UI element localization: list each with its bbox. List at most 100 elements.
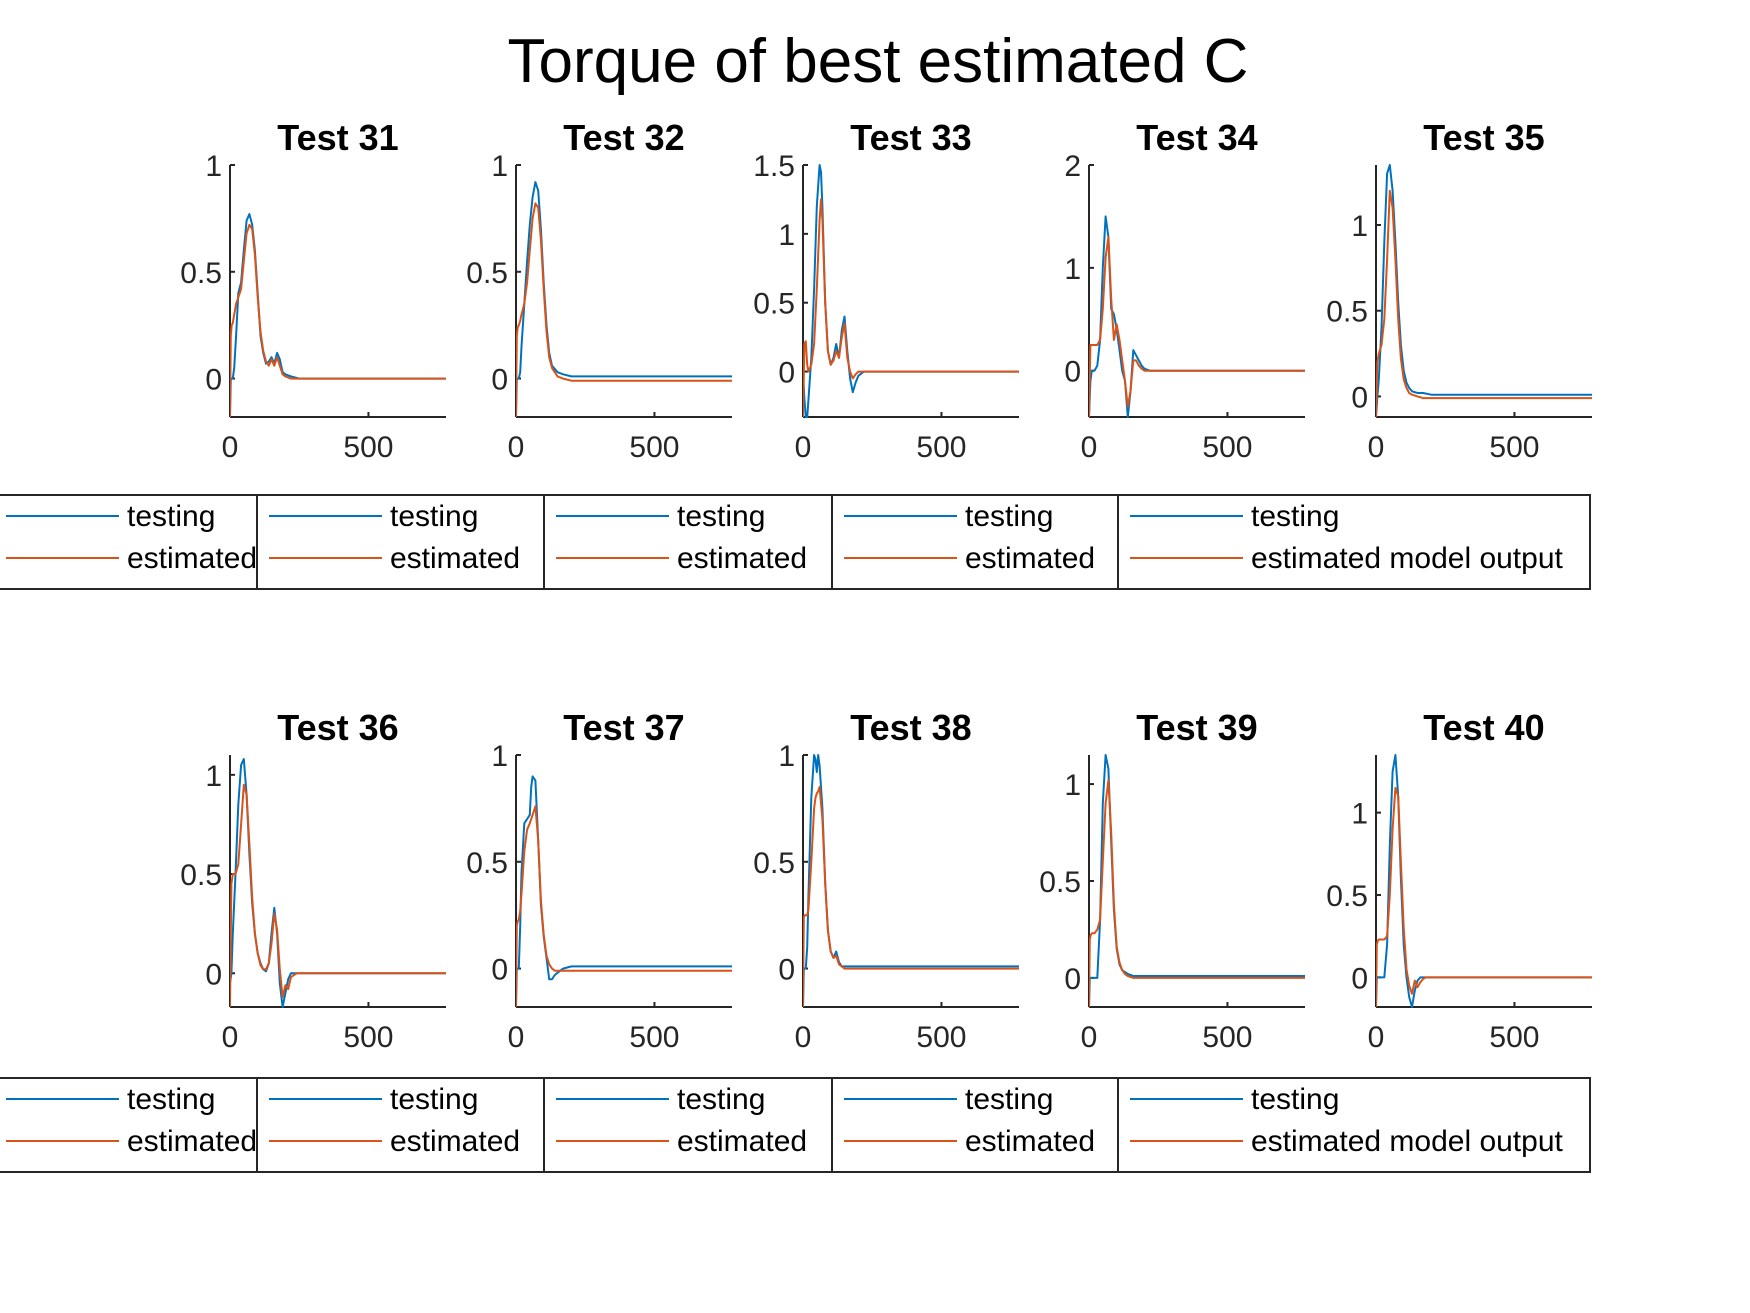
- x-tick-label: 500: [1202, 1021, 1252, 1054]
- y-tick-label: 0: [1351, 381, 1368, 414]
- legend-label-testing: testing: [390, 500, 478, 533]
- legend-label-testing: testing: [127, 500, 215, 533]
- x-tick-label: 500: [916, 431, 966, 464]
- x-tick-label: 0: [1081, 431, 1098, 464]
- legend-label-estimated: estimated: [677, 1125, 807, 1158]
- legend-label-testing: testing: [677, 1083, 765, 1116]
- y-tick-label: 0: [205, 364, 222, 397]
- x-tick-label: 0: [1368, 431, 1385, 464]
- y-tick-label: 1: [1351, 210, 1368, 243]
- x-tick-label: 0: [222, 1021, 239, 1054]
- x-tick-label: 0: [795, 431, 812, 464]
- series-line-estimated: [1376, 189, 1592, 418]
- series-line-testing: [1376, 164, 1592, 418]
- subplot-9: Test 39 0 0.5 1 0 500: [1039, 707, 1305, 1054]
- subplot-7: Test 37 0 0.5 1 0 500: [466, 707, 732, 1054]
- legend-label-estimated: estimated: [127, 1125, 257, 1158]
- y-tick-label: 0.5: [466, 257, 508, 290]
- x-tick-label: 500: [916, 1021, 966, 1054]
- legend-label-estimated: estimated: [677, 542, 807, 575]
- y-tick-label: 0: [1351, 962, 1368, 995]
- legend: testing estimated model output: [1117, 1077, 1591, 1173]
- x-tick-label: 0: [795, 1021, 812, 1054]
- legend: testing estimated: [543, 494, 833, 590]
- figure-title: Torque of best estimated C: [508, 27, 1249, 96]
- legend-label-testing: testing: [965, 500, 1053, 533]
- y-tick-label: 0: [1064, 356, 1081, 389]
- y-tick-label: 0.5: [180, 257, 222, 290]
- legend: testing estimated model output: [1117, 494, 1591, 590]
- y-tick-label: 1: [1351, 798, 1368, 831]
- y-tick-label: 0.5: [753, 847, 795, 880]
- legend: testing estimated: [543, 1077, 833, 1173]
- y-tick-label: 0.5: [1326, 880, 1368, 913]
- legend-label-estimated: estimated model output: [1251, 542, 1564, 575]
- legend: testing estimated: [0, 1077, 258, 1173]
- series-line-estimated: [230, 223, 446, 418]
- subplot-title: Test 32: [563, 117, 684, 158]
- y-tick-label: 0.5: [1326, 296, 1368, 329]
- legend-box: [831, 1077, 1119, 1173]
- legend-label-testing: testing: [390, 1083, 478, 1116]
- y-tick-label: 0: [491, 364, 508, 397]
- subplot-title: Test 37: [563, 707, 684, 748]
- legend-label-estimated: estimated: [965, 542, 1095, 575]
- subplot-title: Test 34: [1136, 117, 1257, 158]
- subplot-10: Test 40 0 0.5 1 0 500: [1326, 707, 1592, 1054]
- x-tick-label: 0: [222, 431, 239, 464]
- subplot-8: Test 38 0 0.5 1 0 500: [753, 707, 1019, 1054]
- series-line-estimated: [1376, 786, 1592, 1008]
- series-line-estimated: [1089, 779, 1305, 1008]
- legend-label-testing: testing: [1251, 500, 1339, 533]
- y-tick-label: 1: [205, 150, 222, 183]
- subplot-grid: Test 31 0 0.5 1 0 500 testing estimated Test 32 0…: [0, 117, 1592, 1173]
- y-tick-label: 0.5: [180, 859, 222, 892]
- series-line-estimated: [803, 786, 1019, 1008]
- legend-label-estimated: estimated: [127, 542, 257, 575]
- legend-label-testing: testing: [965, 1083, 1053, 1116]
- subplot-title: Test 31: [277, 117, 398, 158]
- y-tick-label: 1: [205, 760, 222, 793]
- y-tick-label: 0: [778, 357, 795, 390]
- legend-box: [0, 494, 258, 590]
- series-line-estimated: [803, 198, 1019, 418]
- subplot-5: Test 35 0 0.5 1 0 500: [1326, 117, 1592, 464]
- y-tick-label: 1: [491, 150, 508, 183]
- subplot-title: Test 36: [277, 707, 398, 748]
- y-tick-label: 0.5: [466, 847, 508, 880]
- subplot-2: Test 32 0 0.5 1 0 500: [466, 117, 732, 464]
- x-tick-label: 500: [1489, 431, 1539, 464]
- legend-box: [256, 1077, 545, 1173]
- y-tick-label: 1: [1064, 769, 1081, 802]
- series-line-estimated: [1089, 236, 1305, 418]
- y-tick-label: 1: [778, 219, 795, 252]
- legend-box: [543, 1077, 833, 1173]
- legend-label-estimated: estimated: [390, 1125, 520, 1158]
- y-tick-label: 0: [205, 958, 222, 991]
- y-tick-label: 2: [1064, 150, 1081, 183]
- subplot-title: Test 33: [850, 117, 971, 158]
- legend-box: [0, 1077, 258, 1173]
- y-tick-label: 1: [778, 740, 795, 773]
- legend: testing estimated: [831, 1077, 1119, 1173]
- legend: testing estimated: [831, 494, 1119, 590]
- series-line-estimated: [516, 805, 732, 1008]
- y-tick-label: 0: [1064, 963, 1081, 996]
- legend-label-estimated: estimated: [965, 1125, 1095, 1158]
- legend: testing estimated: [256, 1077, 545, 1173]
- series-line-estimated: [230, 783, 446, 1008]
- legend-box: [256, 494, 545, 590]
- subplot-3: Test 33 0 0.5 1 1.5 0 500: [753, 117, 1019, 464]
- subplot-title: Test 38: [850, 707, 971, 748]
- y-tick-label: 1: [1064, 253, 1081, 286]
- subplot-title: Test 40: [1423, 707, 1544, 748]
- legend-box: [1117, 494, 1591, 590]
- x-tick-label: 0: [1368, 1021, 1385, 1054]
- y-tick-label: 1: [491, 740, 508, 773]
- series-line-estimated: [516, 202, 732, 418]
- legend-box: [1117, 1077, 1591, 1173]
- legend: testing estimated: [256, 494, 545, 590]
- legend-box: [543, 494, 833, 590]
- legend-label-estimated: estimated: [390, 542, 520, 575]
